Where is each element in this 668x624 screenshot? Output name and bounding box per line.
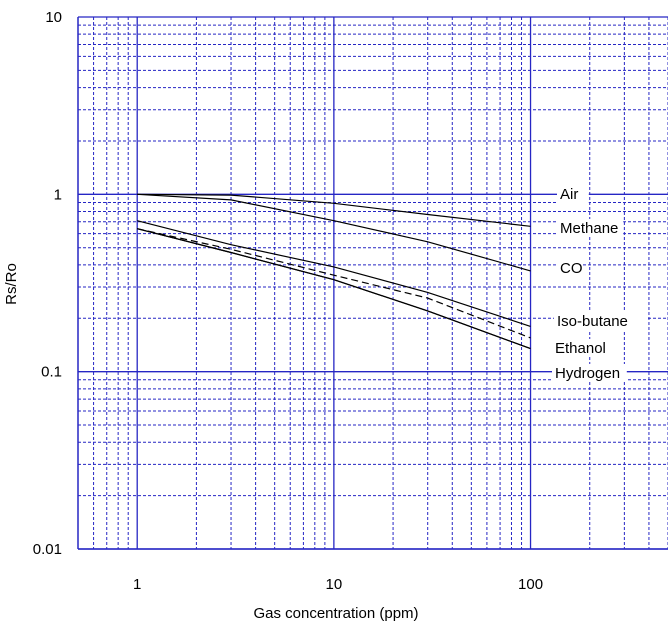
series-label-ethanol: Ethanol [555, 340, 606, 357]
series-label-bg-co [557, 259, 581, 277]
series-line-methane [137, 193, 531, 272]
series-lines [137, 193, 531, 350]
x-tick-label: 10 [326, 576, 343, 593]
series-label-bg-hydrogen [552, 364, 627, 382]
series-label-bg-ethanol [552, 339, 619, 357]
series-label-bg-air [557, 185, 589, 203]
x-tick-label: 100 [518, 576, 543, 593]
series-label-bg-methane [557, 219, 624, 237]
grid [77, 16, 668, 550]
series-label-bg-iso-butane [554, 312, 646, 330]
series-line-iso-butane [137, 228, 531, 339]
y-tick-label: 1 [54, 186, 62, 203]
x-axis-title: Gas concentration (ppm) [253, 605, 418, 622]
y-tick-label: 0.1 [41, 364, 62, 381]
series-labels: Air Methane CO Iso-butane Ethanol Hydrogen [552, 185, 646, 382]
series-label-iso-butane: Iso-butane [557, 313, 628, 330]
series-line-air [137, 193, 531, 227]
tick-labels: 1 10 100 10 1 0.1 0.01 [33, 9, 543, 593]
series-label-co: CO [560, 260, 583, 277]
series-line-hydrogen [137, 228, 531, 350]
series-line-co [137, 220, 531, 327]
y-axis-title: Rs/Ro [3, 263, 20, 305]
series-label-methane: Methane [560, 220, 618, 237]
series-label-hydrogen: Hydrogen [555, 365, 620, 382]
x-tick-label: 1 [133, 576, 141, 593]
y-tick-label: 0.01 [33, 541, 62, 558]
series-label-air: Air [560, 186, 578, 203]
y-tick-label: 10 [45, 9, 62, 26]
